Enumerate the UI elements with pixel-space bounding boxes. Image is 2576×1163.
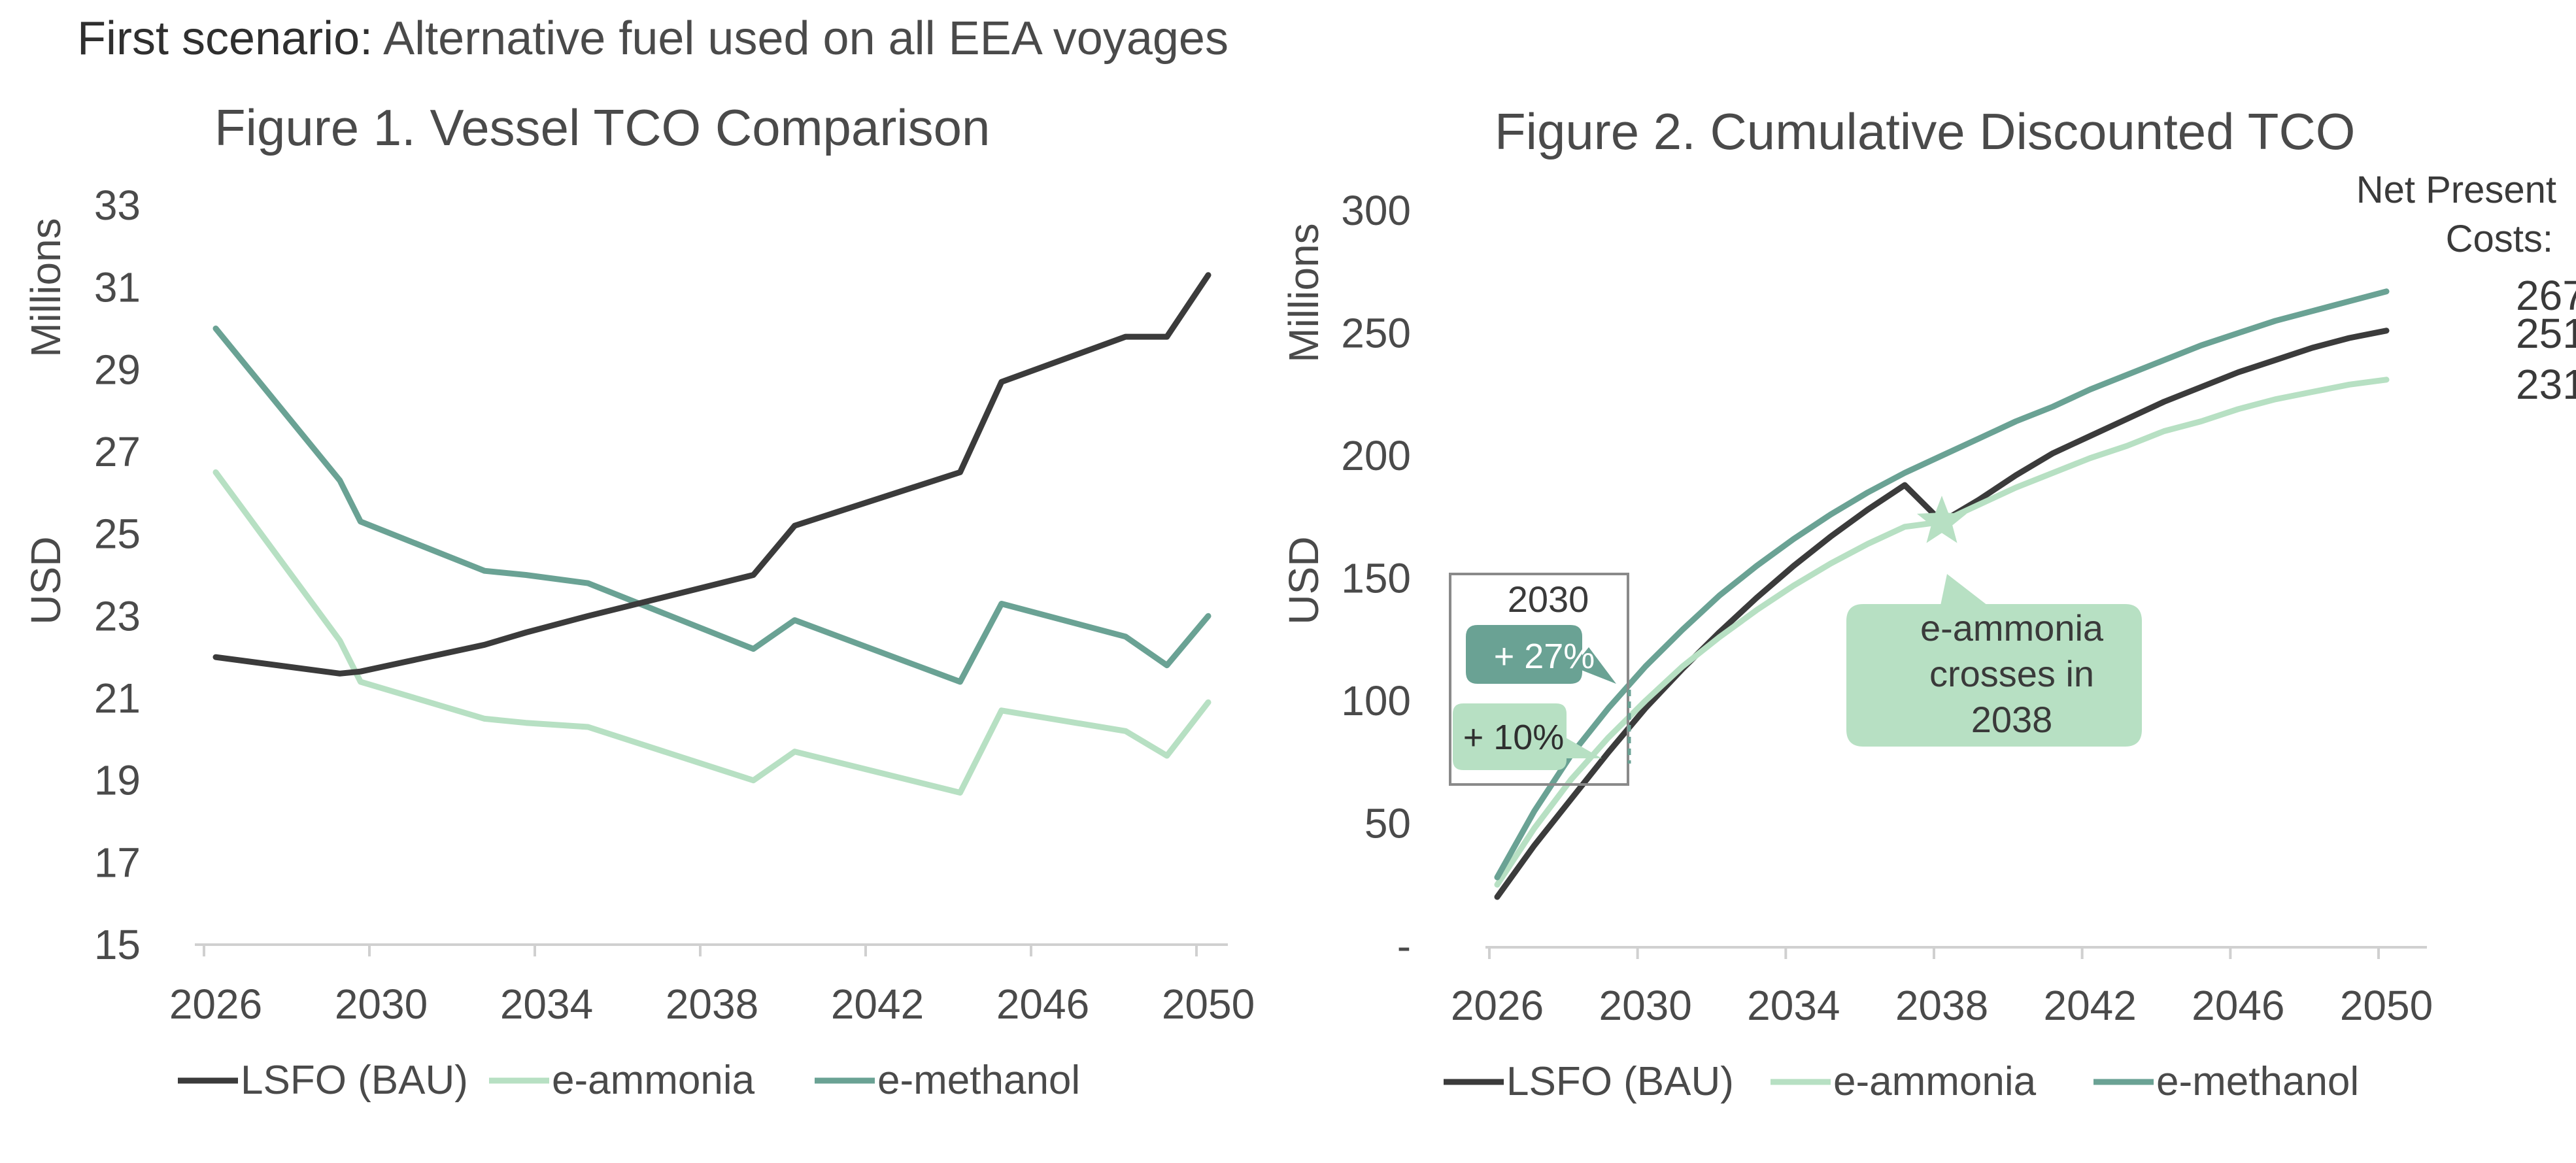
year-2030-box-label: 2030 bbox=[1508, 579, 1589, 620]
fig1-x-tick-2026: 2026 bbox=[169, 981, 262, 1028]
fig1-x-tick-2038: 2038 bbox=[666, 981, 758, 1028]
ammonia-premium-pointer bbox=[1556, 732, 1602, 758]
fig2-y-tick-300: 300 bbox=[1341, 187, 1411, 234]
fig2-y-tick-labels: - 50 100 150 200 250 300 bbox=[1341, 187, 1411, 969]
fig1-series-e-methanol bbox=[212, 326, 1212, 685]
fig2-title: Figure 2. Cumulative Discounted TCO bbox=[1495, 103, 2355, 160]
crossover-star-marker bbox=[1917, 496, 1967, 543]
fig1-title: Figure 1. Vessel TCO Comparison bbox=[214, 99, 990, 156]
fig1-y-tick-labels: 15 17 19 21 23 25 27 29 31 33 bbox=[94, 182, 141, 968]
fig1-series bbox=[212, 272, 1212, 796]
fig1-y-tick-33: 33 bbox=[94, 182, 141, 229]
ammonia-premium-label: + 10% bbox=[1463, 718, 1565, 757]
fig1-y-tick-29: 29 bbox=[94, 346, 141, 393]
crossover-callout-line2: crosses in bbox=[1929, 653, 2094, 694]
npv-value-methanol: 267 bbox=[2516, 272, 2576, 319]
fig2-x-tick-2034: 2034 bbox=[1747, 982, 1840, 1029]
ammonia-premium-bubble bbox=[1453, 703, 1567, 770]
fig1-series-lsfo-bau bbox=[212, 272, 1212, 677]
fig2-y-tick-50: 50 bbox=[1364, 800, 1411, 847]
fig1-x-tick-2034: 2034 bbox=[500, 981, 593, 1028]
fig1-x-tick-2042: 2042 bbox=[831, 981, 924, 1028]
fig2-y-tick-100: 100 bbox=[1341, 677, 1411, 724]
fig2-x-tick-2046: 2046 bbox=[2192, 982, 2284, 1029]
fig2-legend-label-e-ammonia: e-ammonia bbox=[1833, 1059, 2037, 1104]
fig2-x-tick-2038: 2038 bbox=[1895, 982, 1988, 1029]
page-title: First scenario: Alternative fuel used on… bbox=[77, 12, 1229, 65]
fig1-x-tick-marks bbox=[203, 945, 1198, 956]
fig2-x-tick-2030: 2030 bbox=[1599, 982, 1691, 1029]
scenario-text: Alternative fuel used on all EEA voyages bbox=[373, 12, 1229, 65]
crossover-callout-box bbox=[1846, 604, 2142, 747]
fig1-x-tick-2046: 2046 bbox=[996, 981, 1089, 1028]
fig2-y-tick-200: 200 bbox=[1341, 432, 1411, 479]
npv-value-lsfo: 251 bbox=[2516, 310, 2576, 357]
crossover-callout-line1: e-ammonia bbox=[1920, 607, 2104, 649]
fig1-x-tick-2030: 2030 bbox=[335, 981, 428, 1028]
fig2-x-tick-2042: 2042 bbox=[2043, 982, 2136, 1029]
fig1-series-e-ammonia bbox=[212, 469, 1212, 796]
fig1-legend: LSFO (BAU) e-ammonia e-methanol bbox=[178, 1058, 1080, 1103]
fig2-x-tick-2050: 2050 bbox=[2340, 982, 2433, 1029]
npv-value-ammonia: 231 bbox=[2516, 361, 2576, 408]
fig2-legend: LSFO (BAU) e-ammonia e-methanol bbox=[1444, 1059, 2359, 1104]
fig1-legend-label-e-methanol: e-methanol bbox=[877, 1058, 1080, 1103]
fig2-ylabel-usd: USD bbox=[1281, 536, 1327, 624]
fig2-series bbox=[1494, 288, 2390, 900]
fig2-y-tick-zero: - bbox=[1397, 922, 1411, 969]
fig1-y-tick-25: 25 bbox=[94, 511, 141, 558]
fig1-ylabel-millions: Millions bbox=[22, 218, 69, 357]
crossover-marker-group bbox=[1917, 496, 1967, 543]
methanol-premium-label: + 27% bbox=[1494, 637, 1595, 676]
fig2-y-tick-250: 250 bbox=[1341, 310, 1411, 357]
crossover-callout-line3: 2038 bbox=[1971, 699, 2053, 740]
fig1-ylabel-usd: USD bbox=[22, 536, 69, 624]
npv-label-line2: Costs: bbox=[2446, 218, 2553, 260]
figure-2-chart: Figure 2. Cumulative Discounted TCO Mill… bbox=[1281, 103, 2576, 1104]
fig2-x-tick-marks bbox=[1488, 947, 2380, 959]
npv-label-line1: Net Present bbox=[2356, 169, 2556, 211]
fig2-y-tick-150: 150 bbox=[1341, 555, 1411, 602]
figure-1-chart: Figure 1. Vessel TCO Comparison Millions… bbox=[22, 99, 1255, 1103]
fig1-x-tick-2050: 2050 bbox=[1162, 981, 1255, 1028]
fig2-x-tick-2026: 2026 bbox=[1451, 982, 1544, 1029]
fig1-legend-label-e-ammonia: e-ammonia bbox=[552, 1058, 755, 1103]
scenario-label: First scenario: bbox=[77, 12, 373, 65]
fig1-legend-label-lsfo-bau: LSFO (BAU) bbox=[241, 1058, 468, 1103]
fig1-y-tick-21: 21 bbox=[94, 675, 141, 722]
fig1-y-tick-23: 23 bbox=[94, 592, 141, 639]
methanol-premium-bubble bbox=[1466, 625, 1582, 684]
fig2-x-tick-labels: 2026 2030 2034 2038 2042 2046 2050 bbox=[1451, 982, 2433, 1029]
fig1-x-tick-labels: 2026 2030 2034 2038 2042 2046 2050 bbox=[169, 981, 1255, 1028]
methanol-premium-pointer bbox=[1573, 647, 1616, 684]
fig2-legend-label-e-methanol: e-methanol bbox=[2156, 1059, 2359, 1104]
crossover-callout-pointer bbox=[1940, 574, 1988, 605]
fig2-series-e-methanol bbox=[1494, 288, 2390, 881]
fig1-y-tick-27: 27 bbox=[94, 428, 141, 475]
fig2-ylabel-millions: Millions bbox=[1281, 223, 1327, 362]
fig1-y-tick-15: 15 bbox=[94, 921, 141, 968]
fig2-legend-label-lsfo-bau: LSFO (BAU) bbox=[1506, 1059, 1734, 1104]
fig1-y-tick-19: 19 bbox=[94, 757, 141, 804]
fig1-y-tick-31: 31 bbox=[94, 264, 141, 311]
year-2030-box bbox=[1449, 573, 1629, 786]
fig1-y-tick-17: 17 bbox=[94, 839, 141, 886]
